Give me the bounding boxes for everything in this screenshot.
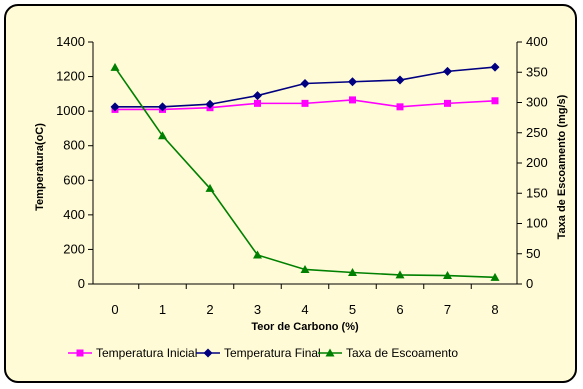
y-right-tick-label: 400 xyxy=(526,34,548,49)
y-left-tick-label: 400 xyxy=(63,207,85,222)
data-point-taxa-de-escoamento xyxy=(158,131,167,140)
y-right-tick-label: 200 xyxy=(526,155,548,170)
x-tick-label: 3 xyxy=(254,302,261,317)
x-tick-label: 5 xyxy=(349,302,356,317)
data-point-taxa-de-escoamento xyxy=(205,183,215,192)
x-tick-label: 0 xyxy=(111,302,118,317)
data-point-temperatura-final xyxy=(158,102,167,112)
series-layer xyxy=(110,62,500,281)
y-left-tick-label: 200 xyxy=(63,241,85,256)
data-point-temperatura-inicial xyxy=(444,99,451,107)
y-axis-right-title: Taxa de Escoamento (mg/s) xyxy=(556,94,568,239)
y-left-tick-label: 1400 xyxy=(56,34,85,49)
y-left-tick-label: 1200 xyxy=(56,69,85,84)
data-point-temperatura-final xyxy=(348,77,357,87)
x-tick-label: 4 xyxy=(301,302,308,317)
y-left-tick-label: 1000 xyxy=(56,103,85,118)
y-right-tick-label: 300 xyxy=(526,95,548,110)
data-point-temperatura-inicial xyxy=(301,99,309,107)
data-point-temperatura-inicial xyxy=(396,103,404,111)
y-right-tick-label: 0 xyxy=(526,276,533,291)
data-point-taxa-de-escoamento xyxy=(253,250,262,259)
data-point-taxa-de-escoamento xyxy=(490,272,500,281)
data-point-temperatura-final xyxy=(253,91,262,101)
y-left-tick-label: 0 xyxy=(78,276,85,291)
x-axis-title: Teor de Carbono (%) xyxy=(251,321,359,333)
data-point-temperatura-final xyxy=(110,102,120,112)
data-point-taxa-de-escoamento xyxy=(348,268,357,277)
series-line-taxa-de-escoamento xyxy=(114,66,496,279)
legend-marker-temperatura-inicial xyxy=(76,349,84,357)
legend-layer: Temperatura Inicial Temperatura Final Taxa… xyxy=(68,346,458,360)
y-axis-left-title: Temperatura(oC) xyxy=(34,123,46,211)
chart-frame xyxy=(4,4,577,383)
x-tick-label: 6 xyxy=(396,302,403,317)
axes-layer xyxy=(88,41,522,289)
data-point-temperatura-final xyxy=(490,62,500,72)
data-point-taxa-de-escoamento xyxy=(395,270,405,279)
legend-label-temperatura-inicial: Temperatura Inicial xyxy=(96,346,197,360)
labels-layer: 0200400600800100012001400050100150200250… xyxy=(34,34,568,333)
y-right-tick-label: 250 xyxy=(526,125,548,140)
data-point-temperatura-inicial xyxy=(254,99,261,107)
data-point-temperatura-inicial xyxy=(349,96,356,104)
data-point-temperatura-inicial xyxy=(491,97,499,105)
legend-label-temperatura-final: Temperatura Final xyxy=(224,346,321,360)
y-left-tick-label: 800 xyxy=(63,138,85,153)
x-tick-label: 2 xyxy=(206,302,213,317)
data-point-temperatura-final xyxy=(443,66,452,76)
data-point-temperatura-final xyxy=(205,99,215,109)
legend-marker-temperatura-final xyxy=(203,348,213,358)
y-right-tick-label: 100 xyxy=(526,216,548,231)
data-point-temperatura-final xyxy=(300,78,310,88)
legend-marker-taxa-de-escoamento xyxy=(325,348,335,357)
data-point-taxa-de-escoamento xyxy=(300,264,310,273)
x-tick-label: 1 xyxy=(159,302,166,317)
data-point-taxa-de-escoamento xyxy=(443,271,452,280)
legend-label-taxa-de-escoamento: Taxa de Escoamento xyxy=(346,346,458,360)
x-tick-label: 7 xyxy=(444,302,451,317)
y-right-tick-label: 50 xyxy=(526,246,540,261)
data-point-temperatura-final xyxy=(395,75,405,85)
x-tick-label: 8 xyxy=(491,302,498,317)
data-point-taxa-de-escoamento xyxy=(110,62,120,71)
y-right-tick-label: 350 xyxy=(526,64,548,79)
y-left-tick-label: 600 xyxy=(63,172,85,187)
y-right-tick-label: 150 xyxy=(526,185,548,200)
